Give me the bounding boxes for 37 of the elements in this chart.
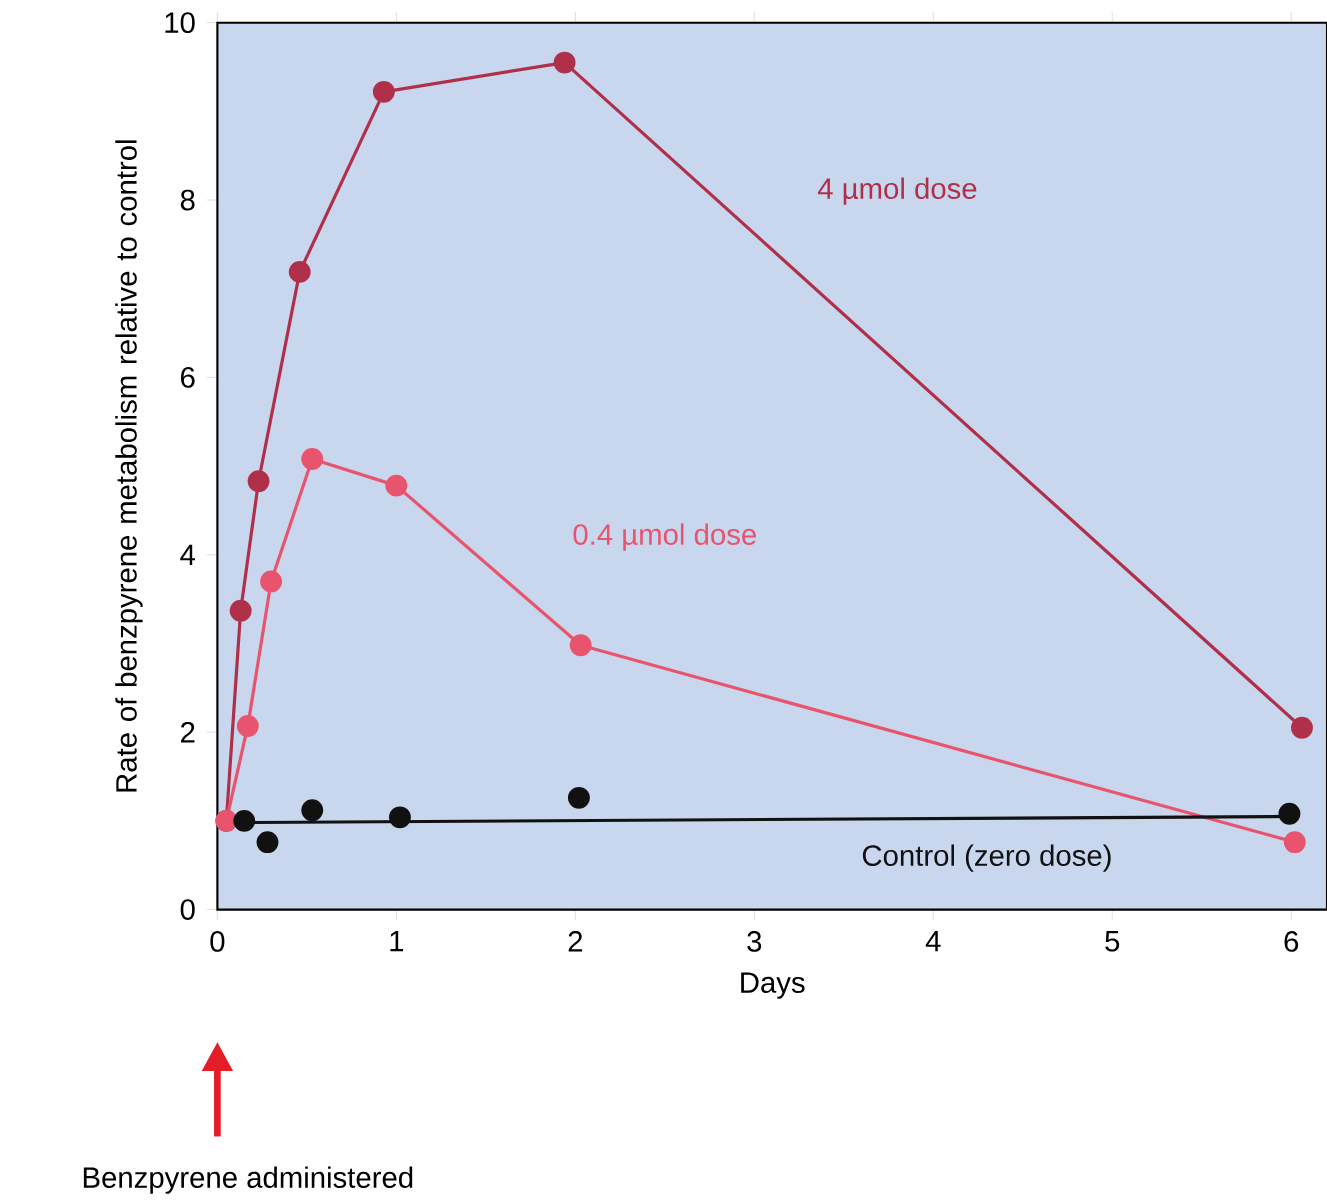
y-tick-label: 6: [181, 367, 195, 388]
point: [389, 806, 411, 829]
point: [247, 470, 270, 493]
x-tick-label: 1: [390, 931, 404, 952]
point: [1283, 831, 1306, 854]
point: [301, 799, 324, 822]
y-tick-label: 8: [180, 189, 195, 211]
x-tick-label: 0: [210, 931, 225, 952]
point: [372, 80, 395, 103]
x-tick-label: 5: [1105, 931, 1120, 952]
y-tick-label: 0: [180, 899, 195, 920]
x-tick-label: 3: [747, 931, 762, 952]
point: [1291, 716, 1313, 739]
point: [567, 786, 590, 809]
point: [385, 474, 408, 497]
text: Control (zero dose): [862, 844, 1111, 872]
x-axis-title: Days: [741, 972, 805, 999]
y-tick-label: 4: [180, 544, 196, 565]
x-tick-label: 4: [925, 931, 941, 952]
point: [233, 809, 256, 832]
point: [229, 599, 252, 622]
text: 0.4 µmol dose: [573, 523, 756, 551]
point: [1278, 802, 1301, 825]
point: [236, 715, 259, 737]
point: [260, 570, 283, 593]
point: [301, 448, 324, 470]
y-tick-label: 2: [181, 721, 195, 743]
point: [569, 634, 592, 657]
text: 4 µmol dose: [817, 177, 977, 205]
y-axis-title: Rate of benzpyrene metabolism relative to control: [115, 140, 143, 792]
point: [256, 831, 279, 854]
point: [553, 51, 576, 74]
y-tick-label: 10: [165, 12, 195, 34]
point: [288, 260, 311, 283]
x-tick-label: 2: [568, 931, 583, 952]
x-tick-label: 6: [1284, 931, 1299, 952]
text: Benzpyrene administered: [83, 1166, 413, 1194]
